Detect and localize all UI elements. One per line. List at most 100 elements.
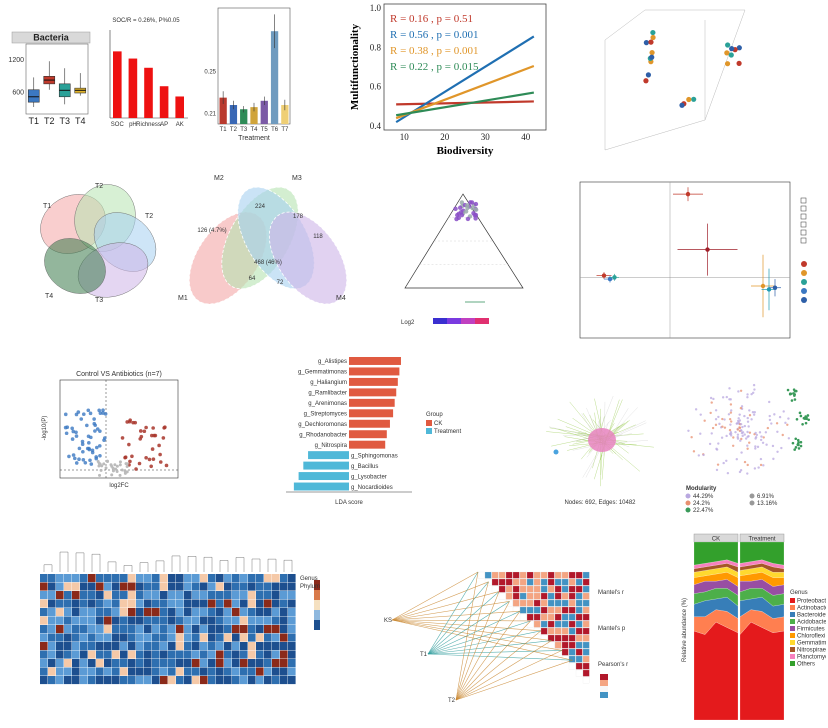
y-axis-label: -log10(P) xyxy=(42,416,48,441)
volcano-point-down xyxy=(74,430,78,435)
legend-swatch xyxy=(790,654,795,659)
heatmap-cell xyxy=(264,659,272,668)
bar-g_Rhodanobacter xyxy=(349,430,387,439)
category-label: g_Nocardioides xyxy=(351,485,393,491)
heatmap-cell xyxy=(168,659,176,668)
x-tick-label: T3 xyxy=(59,116,70,126)
heatmap-cell xyxy=(256,633,264,642)
heatmap-cell xyxy=(200,667,208,676)
dendrogram-branch xyxy=(107,561,117,572)
heatmap-cell xyxy=(248,642,256,651)
heatmap-cell xyxy=(144,625,152,634)
legend-label: Genus xyxy=(300,576,318,582)
correlation-cell xyxy=(568,634,576,642)
volcano-point-down xyxy=(81,412,86,417)
legend-swatch xyxy=(749,493,755,499)
mantel-edge xyxy=(391,571,479,621)
category-label: g_Lysobacter xyxy=(351,474,387,480)
heatmap-cell xyxy=(248,582,256,591)
correlation-cell xyxy=(582,585,590,593)
correlation-cell xyxy=(498,578,506,586)
heatmap-cell xyxy=(168,608,176,617)
network-node xyxy=(753,467,757,470)
correlation-cell xyxy=(561,592,569,600)
correlation-cell xyxy=(512,585,520,593)
heatmap-cell xyxy=(40,591,48,600)
network-node xyxy=(746,416,749,420)
mantel-edge xyxy=(427,653,573,661)
heatmap-cell xyxy=(104,676,112,685)
bar-T2 xyxy=(229,105,238,124)
heatmap-cell xyxy=(128,574,136,583)
network-node xyxy=(728,398,731,401)
network-node xyxy=(714,423,718,427)
network-node xyxy=(723,426,727,429)
heatmap-cell xyxy=(248,667,256,676)
heatmap-cell xyxy=(224,582,232,591)
correlation-cell xyxy=(568,655,576,663)
heatmap-cell xyxy=(240,650,248,659)
mantel-edge xyxy=(391,619,542,632)
correlation-cell xyxy=(561,627,569,635)
volcano-point-ns xyxy=(104,466,108,470)
network-node xyxy=(732,436,735,439)
heatmap-cell xyxy=(128,616,136,625)
heatmap-cell xyxy=(168,650,176,659)
bar-AP xyxy=(159,86,169,118)
heatmap-cell xyxy=(120,650,128,659)
heatmap-cell xyxy=(232,616,240,625)
heatmap-cell xyxy=(184,616,192,625)
heatmap-cell xyxy=(216,659,224,668)
heatmap-cell xyxy=(216,676,224,685)
heatmap-cell xyxy=(224,574,232,583)
heatmap-cell xyxy=(272,582,280,591)
volcano-point-up xyxy=(125,420,130,424)
heatmap-cell xyxy=(232,642,240,651)
heatmap-cell xyxy=(112,650,120,659)
network-node xyxy=(739,422,743,426)
heatmap-cell xyxy=(144,574,152,583)
heatmap-cell xyxy=(192,676,200,685)
network-node xyxy=(796,443,800,447)
heatmap-cell xyxy=(136,659,144,668)
colorbar-segment xyxy=(600,680,608,686)
venn4-panel: M2 M3 M1 M4 126 (4.7%) 224 178 118 468 (46%) 64 72 xyxy=(168,168,368,320)
correlation-cell xyxy=(582,669,590,677)
network-node xyxy=(738,413,741,416)
correlation-cell xyxy=(519,571,527,579)
heatmap-cell xyxy=(48,633,56,642)
heatmap-cell xyxy=(72,633,80,642)
network-node xyxy=(728,387,731,390)
heatmap-cell xyxy=(152,616,160,625)
heatmap-cell xyxy=(280,574,288,583)
heatmap-cell xyxy=(232,659,240,668)
correlation-cell xyxy=(498,571,506,579)
correlation-cell xyxy=(512,571,520,579)
heatmap-cell xyxy=(160,642,168,651)
heatmap-cell xyxy=(96,616,104,625)
legend-swatch xyxy=(426,420,432,426)
volcano-point-down xyxy=(83,460,88,465)
network-node xyxy=(718,422,721,426)
heatmap-cell xyxy=(160,608,168,617)
heatmap-cell xyxy=(184,582,192,591)
heatmap-cell xyxy=(232,599,240,608)
mantel-edge xyxy=(427,591,500,655)
network-node xyxy=(728,428,732,432)
network2-chart: Modularity 44.29%24.2%22.47% 6.91%13.16% xyxy=(685,383,810,514)
network-node xyxy=(770,422,773,425)
heatmap-cell xyxy=(216,582,224,591)
heatmap-cell xyxy=(232,574,240,583)
heatmap-cell xyxy=(72,676,80,685)
venn-count: 64 xyxy=(249,276,256,282)
network-node xyxy=(739,439,742,442)
network-node xyxy=(743,433,746,436)
heatmap-cell xyxy=(264,616,272,625)
heatmap-cell xyxy=(96,650,104,659)
correlation-cell xyxy=(526,585,534,593)
volcano-point-down xyxy=(88,411,93,416)
volcano-point-down xyxy=(65,425,70,430)
heatmap-cell xyxy=(192,667,200,676)
heatmap-cell xyxy=(176,625,184,634)
heatmap-cell xyxy=(64,616,72,625)
